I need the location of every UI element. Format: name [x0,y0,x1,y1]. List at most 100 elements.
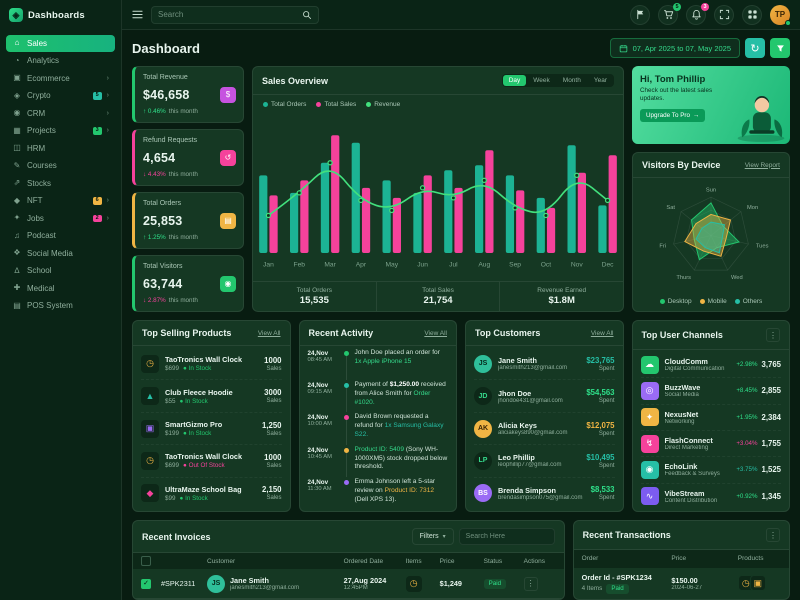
recent-invoices-title: Recent Invoices [142,531,211,542]
refresh-button[interactable]: ↻ [745,38,765,58]
tab-week[interactable]: Week [533,77,550,84]
sidebar-item-podcast[interactable]: ♫ Podcast [6,228,115,245]
stat-label: Total Orders [143,200,182,207]
activity-date: 24,Nov [307,446,329,454]
sidebar-item-pos-system[interactable]: ▤ POS System [6,298,115,315]
product-name: TaoTronics Wall Clock [165,355,243,365]
channel-row[interactable]: ◎ BuzzWave Social Media +8.45% 2,855 [640,378,781,405]
product-row[interactable]: ▲ Club Fleece Hoodie $55 ● In Stock 3000 Sale… [141,380,282,413]
activity-link[interactable]: Product ID: 7312 [384,486,435,494]
sidebar-item-school[interactable]: ∆ School [6,263,115,280]
svg-text:Mon: Mon [747,205,758,211]
customer-row[interactable]: BS Brenda Simpson brendasimpson075@gmail.c… [474,478,615,509]
sidebar-item-nft[interactable]: ◆ NFT 6 › [6,193,115,210]
view-report-link[interactable]: View Report [744,161,780,169]
sidebar-item-crm[interactable]: ◉ CRM › [6,105,115,122]
tab-day[interactable]: Day [502,75,527,86]
transactions-menu-button[interactable]: ⋮ [766,528,780,542]
sidebar-item-label: HRM [27,143,46,153]
menu-toggle-icon[interactable] [132,9,143,20]
channel-row[interactable]: ☁ CloudComm Digital Communication +2.98% 3,7… [640,352,781,379]
channel-row[interactable]: ◉ EchoLink Feedback & Surveys +3.75% 1,525 [640,457,781,484]
product-name: Club Fleece Hoodie [165,387,233,397]
search-input[interactable] [158,10,297,19]
apps-button[interactable] [742,4,762,25]
customer-row[interactable]: JS Jane Smith janesmith213@gmail.com $23,76… [474,348,615,381]
product-info: Club Fleece Hoodie $55 ● In Stock [165,388,258,405]
product-row[interactable]: ◷ TaoTronics Wall Clock $699 ● Out Of Stock… [141,445,282,478]
sidebar-item-projects[interactable]: ▦ Projects 3 › [6,123,115,140]
activity-link[interactable]: 1x Samsung Galaxy S22. [354,422,444,439]
fullscreen-button[interactable] [714,4,734,25]
product-row[interactable]: ◷ TaoTronics Wall Clock $699 ● In Stock 1000… [141,348,282,381]
customer-row[interactable]: LP Leo Phillip leophillip77@gmail.com $10,4… [474,445,615,478]
invoice-item-thumbnail: ◷ [405,575,422,592]
notifications-button[interactable]: 3 [686,2,709,25]
cart-button[interactable]: 5 [658,2,681,25]
sidebar-item-label: Medical [27,283,55,293]
select-all-checkbox[interactable] [141,556,151,566]
chevron-right-icon: › [106,197,109,205]
view-all-customers-link[interactable]: View All [590,329,614,337]
row-actions-button[interactable]: ⋮ [523,576,538,591]
customer-info: Jane Smith janesmith213@gmail.com [498,356,580,371]
sidebar-item-label: NFT [27,196,43,206]
sidebar-item-sales[interactable]: ⌂ Sales [6,35,115,52]
invoice-customer-avatar: JS [207,574,225,593]
legend-dot [366,102,372,107]
sidebar-item-social-media[interactable]: ❖ Social Media [6,245,115,262]
customer-spent-label: Spent [598,365,615,372]
channel-metrics: +1.95% 2,384 [736,413,781,422]
tab-year[interactable]: Year [593,77,607,84]
upgrade-button[interactable]: Upgrade To Pro → [640,109,706,123]
sidebar-item-courses[interactable]: ✎ Courses [6,158,115,175]
channel-row[interactable]: ✦ NexusNet Networking +1.95% 2,384 [640,405,781,431]
sidebar-item-analytics[interactable]: ◔ Analytics [6,53,115,70]
sidebar-item-hrm[interactable]: ◫ HRM [6,140,115,157]
channel-row[interactable]: ∿ VibeStream Content Distribution +0.92% 1,3… [640,484,781,509]
customer-row[interactable]: AK Alicia Keys aliciakeys890@gmail.com $12,… [474,413,615,446]
product-sales-label: Sales [266,398,282,405]
activity-link[interactable]: Product ID: 5409 [354,445,404,453]
activity-link[interactable]: Order #1020. [354,390,431,406]
sidebar-item-crypto[interactable]: ◈ Crypto 5 › [6,88,115,105]
timeline-dot-icon [343,351,349,356]
pos-icon: ▤ [13,300,21,310]
product-row[interactable]: ◆ UltraMaze School Bag $99 ● In Stock 2,150 S… [141,478,282,509]
flag-icon [635,9,646,20]
timeline-connector [345,356,347,381]
transaction-price: $150.00 2024-06-27 [671,576,737,591]
stat-note: this month [168,108,198,115]
view-all-activity-link[interactable]: View All [424,329,447,337]
chart-footer-stat-total-orders: Total Orders 15,535 [253,282,376,311]
customer-name: Jhon Doe [498,388,532,398]
timeline-dot-icon [343,415,349,421]
language-button[interactable] [630,4,650,25]
sidebar-item-medical[interactable]: ✚ Medical [6,280,115,297]
user-avatar[interactable]: TP [770,4,791,26]
activity-link[interactable]: 1x Apple iPhone 15 [354,357,412,365]
product-sales-value: 1,250 [261,420,282,430]
ecommerce-icon: ▣ [13,73,21,83]
channels-menu-button[interactable]: ⋮ [766,328,780,342]
channel-name: CloudComm [664,357,708,367]
product-row[interactable]: ▣ SmartGizmo Pro $199 ● In Stock 1,250 Sales [141,413,282,446]
recent-activity-list: 24,Nov 08:45 AM John Doe placed an order f… [300,346,457,511]
search-icon[interactable] [302,10,312,20]
view-all-products-link[interactable]: View All [257,329,281,337]
legend-item-revenue: Revenue [366,101,400,108]
crypto-icon: ◈ [13,90,21,100]
stat-card-refund-requests: Refund Requests 4,654 ↓ 4.43% this month ↺ [132,129,244,186]
brand[interactable]: ◈ Dashboards [0,0,121,30]
tab-month[interactable]: Month [562,77,581,84]
customer-row[interactable]: JD Jhon Doe jhondoe431@gmail.com $54,563 Spe… [474,380,615,413]
filters-button[interactable]: Filters ▾ [411,528,454,545]
sidebar-item-ecommerce[interactable]: ▣ Ecommerce › [6,70,115,87]
sidebar-item-jobs[interactable]: ✦ Jobs 2 › [6,210,115,227]
invoice-search-input[interactable] [458,528,555,545]
row-checkbox[interactable]: ✓ [141,578,151,589]
sidebar-item-stocks[interactable]: ⇗ Stocks [6,175,115,192]
channel-row[interactable]: ↯ FlashConnect Direct Marketing +3.04% 1,755 [640,431,781,458]
date-range-picker[interactable]: 07, Apr 2025 to 07, May 2025 [609,38,740,58]
filter-button[interactable] [770,38,790,58]
